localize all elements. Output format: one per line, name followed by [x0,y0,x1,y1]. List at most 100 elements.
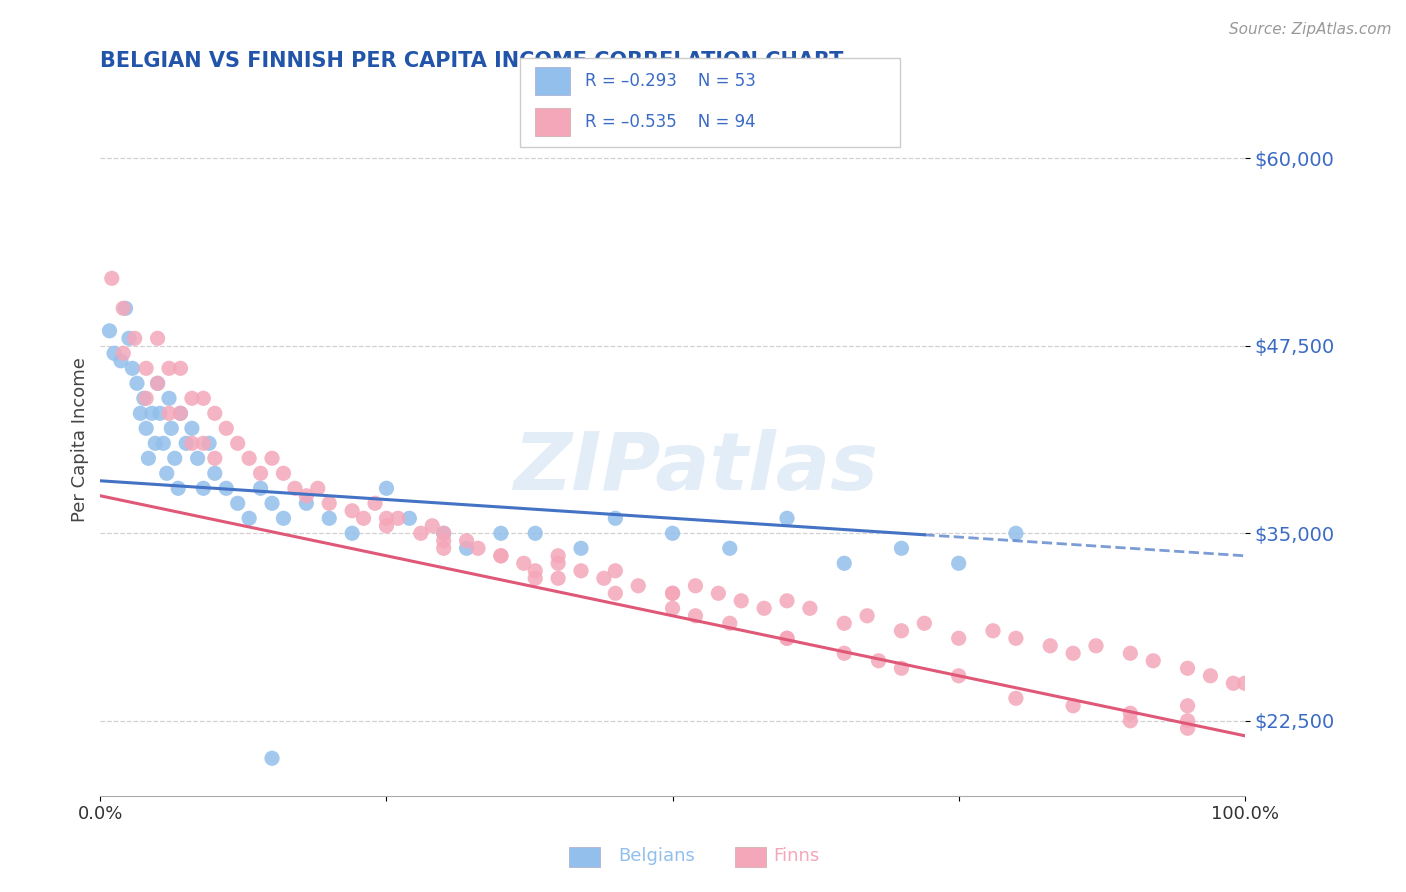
Point [157,361,180,376]
Text: Source: ZipAtlas.com: Source: ZipAtlas.com [1229,22,1392,37]
Point [661,586,683,600]
Point [340,526,363,541]
Point [135,392,157,406]
Point [489,549,512,563]
Point [143,436,166,450]
Point [1222,676,1244,690]
Point [149,406,172,420]
Point [948,556,970,570]
Point [524,564,547,578]
Point [135,361,157,376]
Point [456,533,478,548]
Point [238,511,260,525]
Point [193,481,215,495]
Point [718,541,741,556]
Point [718,616,741,631]
Point [152,436,174,450]
Point [121,361,143,376]
Point [273,467,295,481]
Point [375,518,398,533]
Point [101,271,124,285]
Point [456,541,478,556]
Point [146,376,169,391]
Point [204,406,226,420]
Point [193,392,215,406]
Text: BELGIAN VS FINNISH PER CAPITA INCOME CORRELATION CHART: BELGIAN VS FINNISH PER CAPITA INCOME COR… [100,51,844,70]
Point [1085,639,1108,653]
Point [169,406,191,420]
Point [146,376,169,391]
Point [776,632,799,646]
Point [1039,639,1062,653]
Point [776,632,799,646]
Point [1005,526,1028,541]
Point [433,526,456,541]
Point [730,594,752,608]
Point [752,601,775,615]
Point [169,406,191,420]
Point [1142,654,1164,668]
Point [832,556,855,570]
Point [375,481,398,495]
Point [138,451,160,466]
Point [661,526,683,541]
Point [420,518,443,533]
Point [295,496,318,510]
Point [375,511,398,525]
Point [890,661,912,675]
Point [124,331,146,345]
Point [141,406,163,420]
Point [98,324,121,338]
Point [912,616,935,631]
Point [353,511,375,525]
Point [661,586,683,600]
Point [180,392,202,406]
Point [260,751,283,765]
Point [569,541,592,556]
Point [467,541,489,556]
Point [1233,676,1256,690]
Point [226,496,249,510]
Point [174,436,197,450]
Point [513,556,536,570]
Point [1005,691,1028,706]
Point [112,301,135,316]
Point [1177,698,1199,713]
Point [433,533,456,548]
Point [204,467,226,481]
Point [157,392,180,406]
Point [157,406,180,420]
Point [1177,721,1199,735]
Point [193,436,215,450]
Point [318,511,340,525]
Point [160,421,183,435]
Point [340,504,363,518]
Point [433,541,456,556]
Point [1177,661,1199,675]
Text: R = –0.535    N = 94: R = –0.535 N = 94 [585,113,755,131]
Bar [536,67,569,95]
Point [856,608,879,623]
Point [593,571,616,585]
Point [284,481,307,495]
Point [364,496,387,510]
Point [169,361,191,376]
Point [489,526,512,541]
Text: Finns: Finns [773,847,820,865]
Point [547,556,569,570]
Point [260,496,283,510]
Point [307,481,329,495]
Point [627,579,650,593]
Point [605,511,627,525]
Point [1062,646,1084,660]
Point [685,579,707,593]
Point [832,646,855,660]
Point [605,564,627,578]
Point [685,608,707,623]
Text: R = –0.293    N = 53: R = –0.293 N = 53 [585,72,755,90]
Text: Belgians: Belgians [619,847,696,865]
Point [707,586,730,600]
Point [948,632,970,646]
Point [868,654,890,668]
Point [433,526,456,541]
